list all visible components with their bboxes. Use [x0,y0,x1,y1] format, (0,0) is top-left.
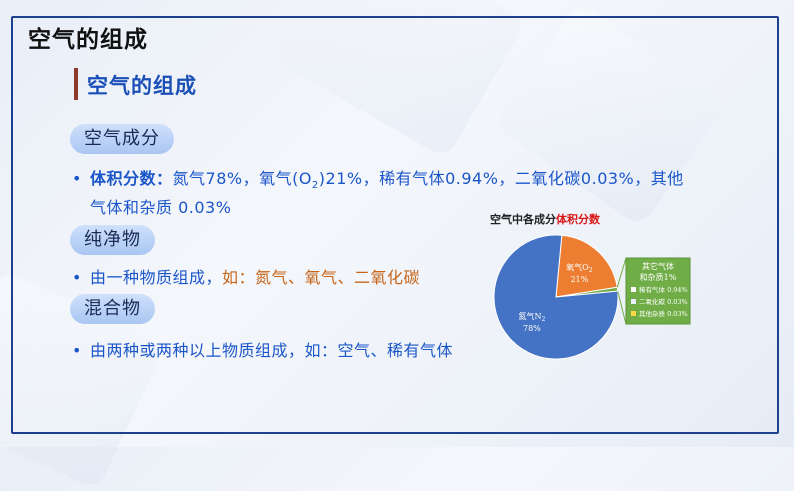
bullet-text: 氮气78%，氧气(O [172,169,312,188]
subscript: 2 [311,180,319,192]
slice-name-label: 氧气O2 [566,262,593,274]
breakdown-swatch [631,311,636,316]
breakdown-label: 二氧化碳 0.03% [639,297,688,306]
section-accent-bar [74,68,78,100]
connector-line [616,257,627,288]
bullet-dot: • [72,268,82,287]
bullet-text: )21%，稀有气体0.94%，二氧化碳0.03%，其他 [318,169,684,188]
chart-title-prefix: 空气中各成分 [490,213,556,226]
breakdown-label: 其他杂质 0.03% [639,309,688,318]
pill-air-components: 空气成分 [70,124,174,154]
breakdown-title-line1: 其它气体 [642,261,674,271]
pill-pure-substance: 纯净物 [70,225,155,255]
bullet-text: 由一种物质组成， [90,268,223,287]
bullet-text: 由两种或两种以上物质组成， [90,341,305,360]
bullet-pure-substance: • 由一种物质组成，如：氮气、氧气、二氧化碳 [72,264,420,288]
bullet-mixture: • 由两种或两种以上物质组成，如：空气、稀有气体 [72,337,453,361]
chart-title: 空气中各成分体积分数 [490,211,600,227]
section-title: 空气的组成 [87,74,197,98]
bullet-example: 如：氮气、氧气、二氧化碳 [222,268,421,287]
bullet-dot: • [72,169,82,188]
breakdown-swatch [631,299,636,304]
connector-line [617,291,627,325]
slide-frame [11,16,779,434]
chart-title-highlight: 体积分数 [556,213,600,226]
pill-mixture: 混合物 [70,294,155,324]
breakdown-label: 稀有气体 0.94% [639,285,688,294]
breakdown-title-line2: 和杂质1% [640,272,677,282]
slice-value-label: 21% [570,275,588,284]
breakdown-swatch [631,287,636,292]
slide-title: 空气的组成 [28,27,148,53]
pie-slice [555,234,618,298]
breakdown-box [625,257,691,325]
slice-name-label: 氮气N2 [518,311,545,323]
slice-value-label: 78% [523,324,541,333]
bullet-example: 如：空气、稀有气体 [304,341,454,360]
bullet-volume-fraction-line2: 气体和杂质 0.03% [90,198,232,217]
bullet-volume-fraction: • 体积分数：氮气78%，氧气(O2)21%，稀有气体0.94%，二氧化碳0.03… [72,165,684,191]
bullet-label: 体积分数： [90,169,173,188]
pie-slice [493,234,619,360]
bullet-dot: • [72,341,82,360]
